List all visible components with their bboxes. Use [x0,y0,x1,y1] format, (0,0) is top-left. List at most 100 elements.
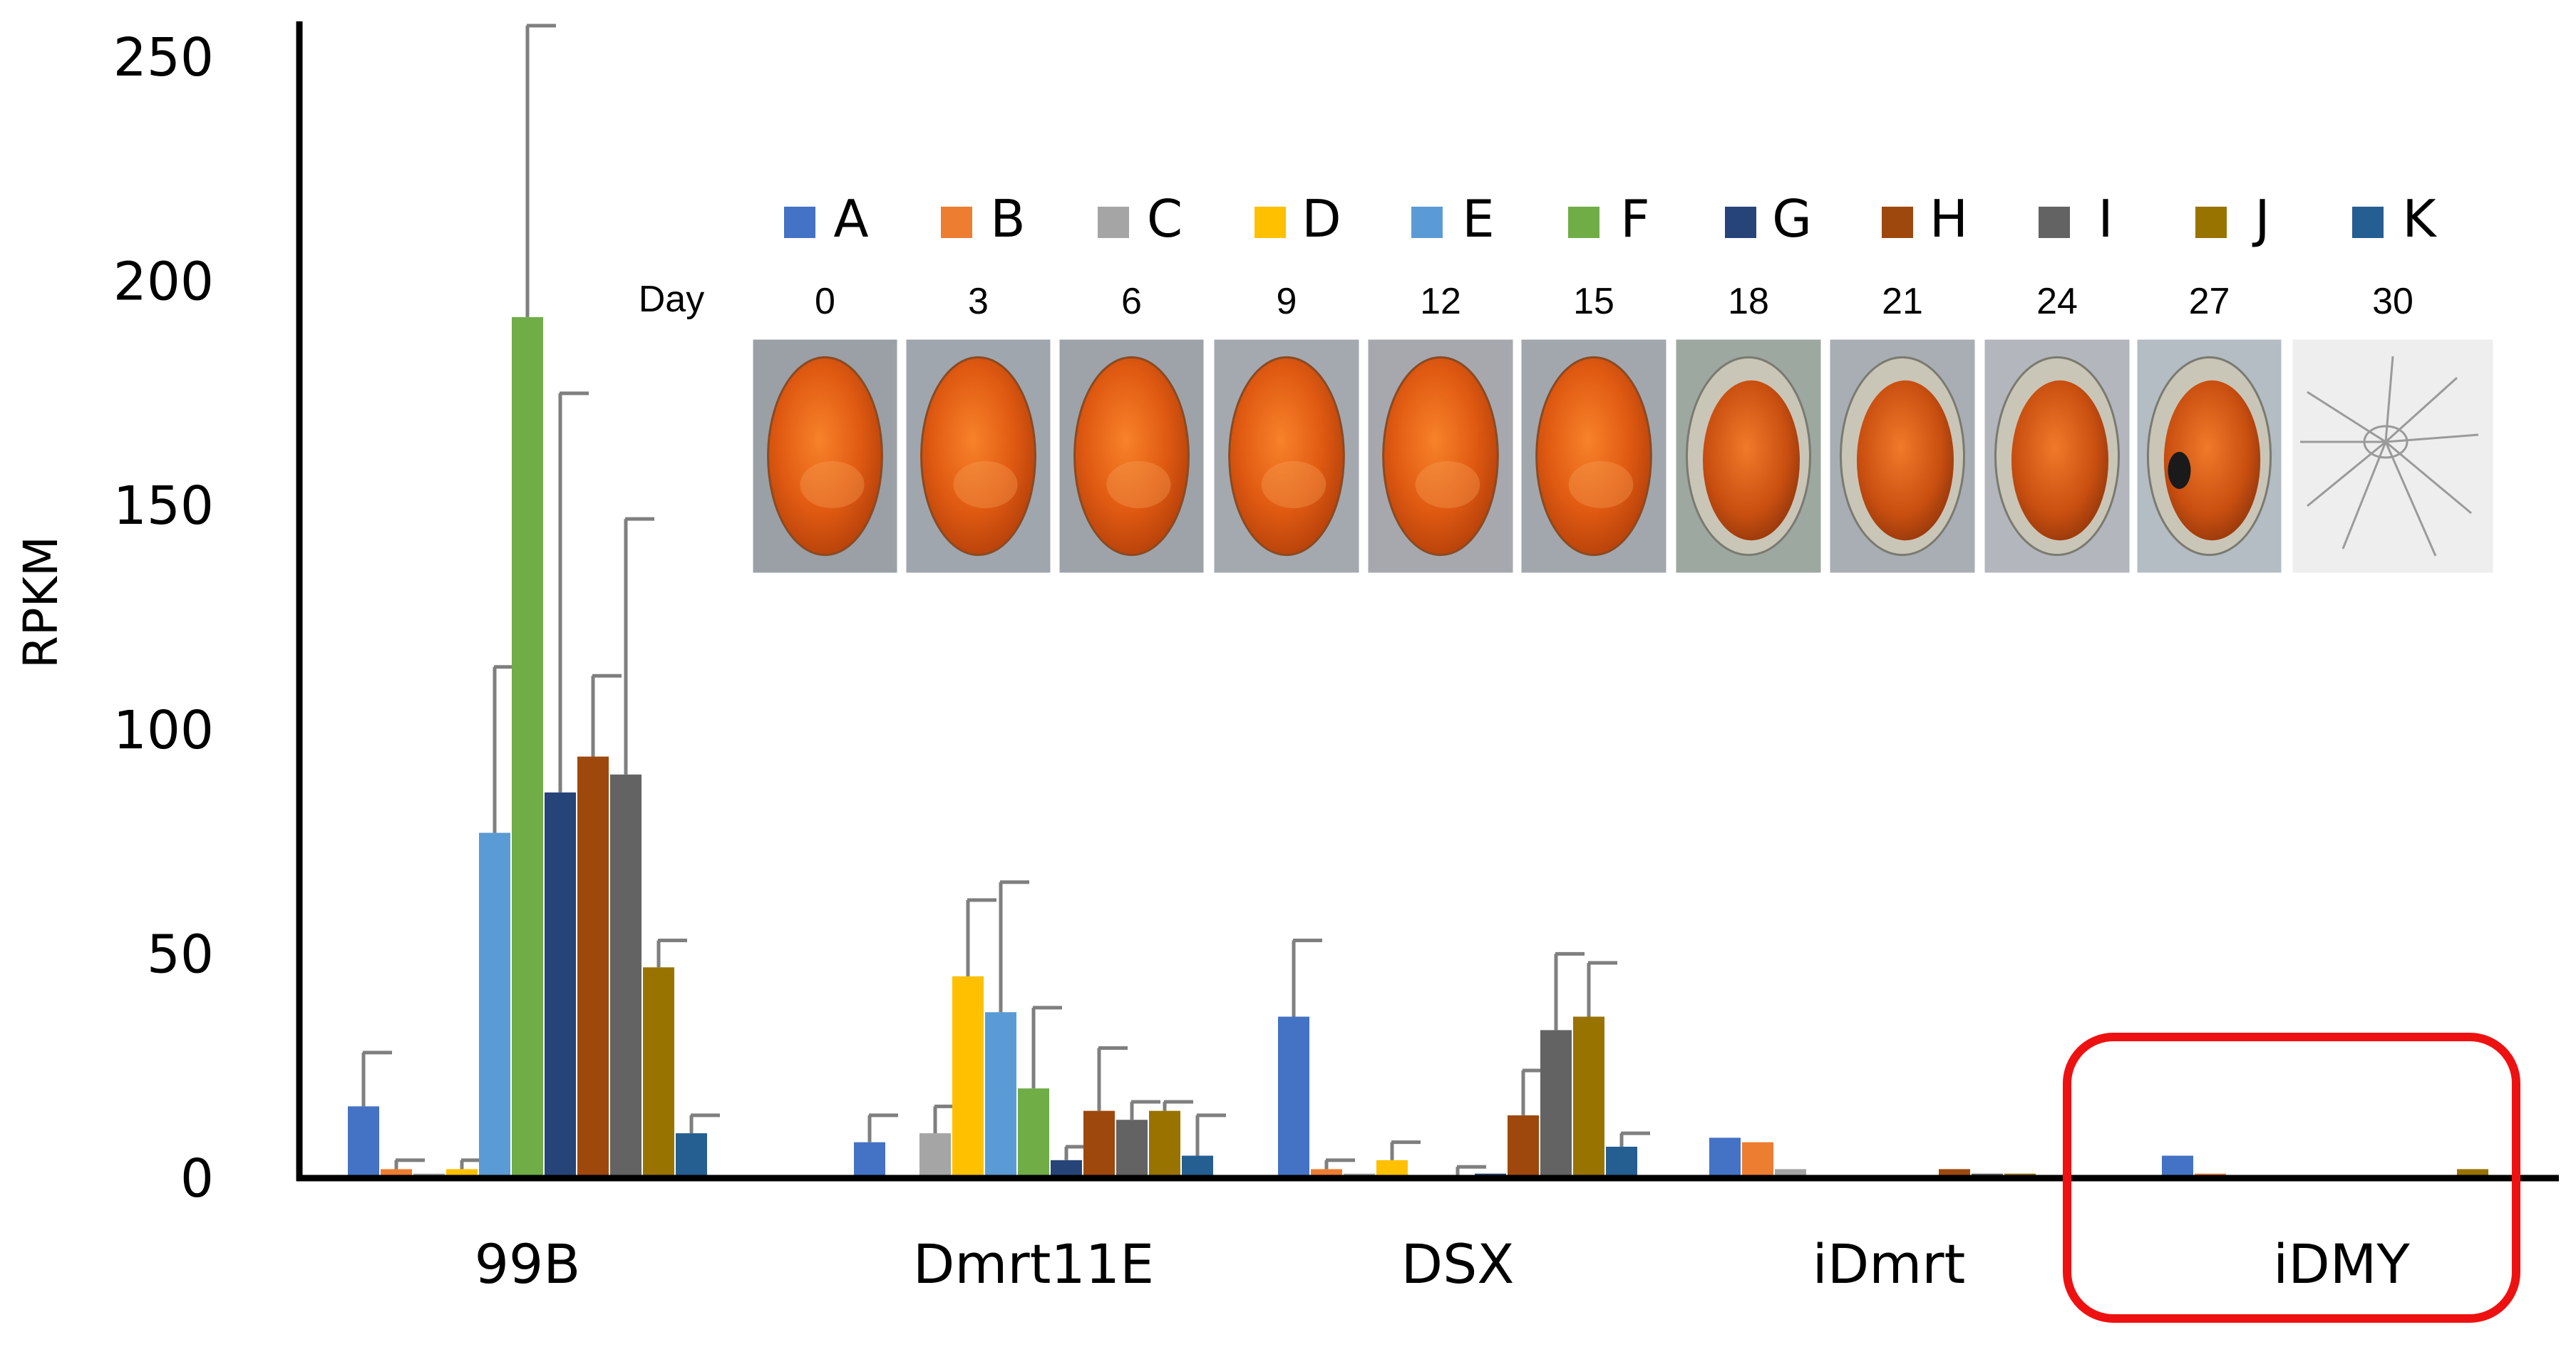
day-label-12: 12 [1420,281,1461,322]
legend-label-J: J [2252,189,2270,249]
bar-H-99B [577,756,609,1178]
juvenile-leg [2384,376,2458,443]
day-label-6: 6 [1121,281,1142,322]
legend-swatch-H [1882,207,1913,238]
bars [348,24,2521,1178]
day-label-9: 9 [1277,281,1297,322]
juvenile-leg [2385,433,2479,443]
legend-label-K: K [2402,189,2437,249]
legend-swatch-G [1725,207,1756,238]
legend-label-G: G [1772,189,1812,249]
legend-swatch-D [1254,207,1286,238]
legend-label-E: E [1462,189,1495,249]
bar-A-iDMY [2162,1155,2193,1178]
day-labels: Day 0 3 6 9 12 15 18 21 24 27 30 [639,279,2413,322]
bar-I-Dmrt11E [1116,1120,1148,1178]
day-label-24: 24 [2036,281,2078,322]
day-label-27: 27 [2189,281,2230,322]
y-axis-ticks: 0 50 100 150 200 250 [113,27,214,1209]
y-tick-label: 50 [147,924,214,985]
bar-K-DSX [1606,1146,1637,1178]
embryo-egg [920,356,1036,557]
bar-E-99B [479,832,510,1178]
embryo-egg [1228,356,1345,557]
bar-C-Dmrt11E [919,1133,951,1178]
category-label-99B: 99B [475,1232,581,1296]
bar-J-DSX [1573,1016,1604,1178]
category-label-DSX: DSX [1401,1232,1515,1296]
category-label-Dmrt11E: Dmrt11E [913,1232,1154,1296]
bar-B-iDmrt [1742,1142,1773,1178]
legend-label-F: F [1620,189,1649,249]
bar-H-Dmrt11E [1083,1110,1115,1178]
egg-highlight [800,461,865,508]
day-axis-label: Day [639,279,704,320]
category-labels: 99B Dmrt11E DSX iDmrt iDMY [475,1232,2411,1296]
egg-highlight [1106,461,1171,508]
legend-swatch-C [1098,207,1129,238]
axes [296,21,2559,1182]
embryo-yolk [2163,380,2261,541]
embryo-images [751,337,2495,575]
juvenile-leg [2307,440,2386,507]
legend-swatch-F [1568,207,1599,238]
egg-highlight [1261,461,1326,508]
legend: A B C D E F G H I J K [784,189,2437,249]
y-tick-label: 0 [180,1148,214,1209]
legend-swatch-E [1411,207,1443,238]
bar-F-99B [512,316,543,1178]
juvenile-leg [2384,441,2437,557]
legend-label-A: A [833,189,868,249]
legend-swatch-B [941,207,972,238]
egg-highlight [1415,461,1480,508]
bar-J-Dmrt11E [1149,1110,1180,1178]
legend-swatch-J [2195,207,2227,238]
day-label-0: 0 [815,281,835,322]
y-tick-label: 200 [113,252,214,313]
embryo-egg [767,356,883,557]
highlight-box [2063,1033,2520,1323]
day-label-3: 3 [968,281,989,322]
bar-A-iDmrt [1709,1137,1741,1178]
bar-K-Dmrt11E [1182,1155,1213,1178]
day-label-30: 30 [2372,281,2413,322]
bar-H-DSX [1508,1115,1539,1178]
day-label-21: 21 [1882,281,1923,322]
egg-highlight [953,461,1018,508]
y-axis-label: RPKM [14,536,68,669]
juvenile-leg [2341,441,2387,549]
y-tick-label: 150 [113,475,214,537]
embryo-egg [1535,356,1652,557]
y-tick-label: 100 [113,700,214,761]
juvenile-drawing [2300,356,2479,557]
bar-D-Dmrt11E [952,976,984,1178]
embryo-yolk [2011,380,2108,541]
legend-label-H: H [1930,189,1968,249]
embryo-eye [2168,452,2191,489]
juvenile-leg [2307,391,2386,443]
juvenile-leg [2384,356,2394,443]
egg-highlight [1568,461,1634,508]
bar-A-Dmrt11E [854,1142,885,1178]
legend-swatch-K [2352,207,2384,238]
category-label-iDMY: iDMY [2273,1232,2410,1296]
bar-G-99B [545,792,576,1178]
legend-swatch-I [2039,207,2070,238]
bar-I-99B [610,774,642,1178]
legend-label-I: I [2098,189,2113,249]
embryo-yolk [1703,380,1800,541]
bar-I-DSX [1540,1030,1572,1178]
category-label-iDmrt: iDmrt [1813,1232,1966,1296]
embryo-egg [1073,356,1190,557]
bar-K-99B [676,1133,707,1178]
juvenile-leg [2385,440,2472,515]
bar-F-Dmrt11E [1018,1088,1049,1178]
bar-E-Dmrt11E [985,1012,1016,1178]
legend-label-C: C [1147,189,1183,249]
y-tick-label: 250 [113,27,214,88]
day-label-18: 18 [1728,281,1769,322]
day-label-15: 15 [1573,281,1614,322]
bar-A-99B [348,1106,379,1178]
legend-swatch-A [784,207,815,238]
